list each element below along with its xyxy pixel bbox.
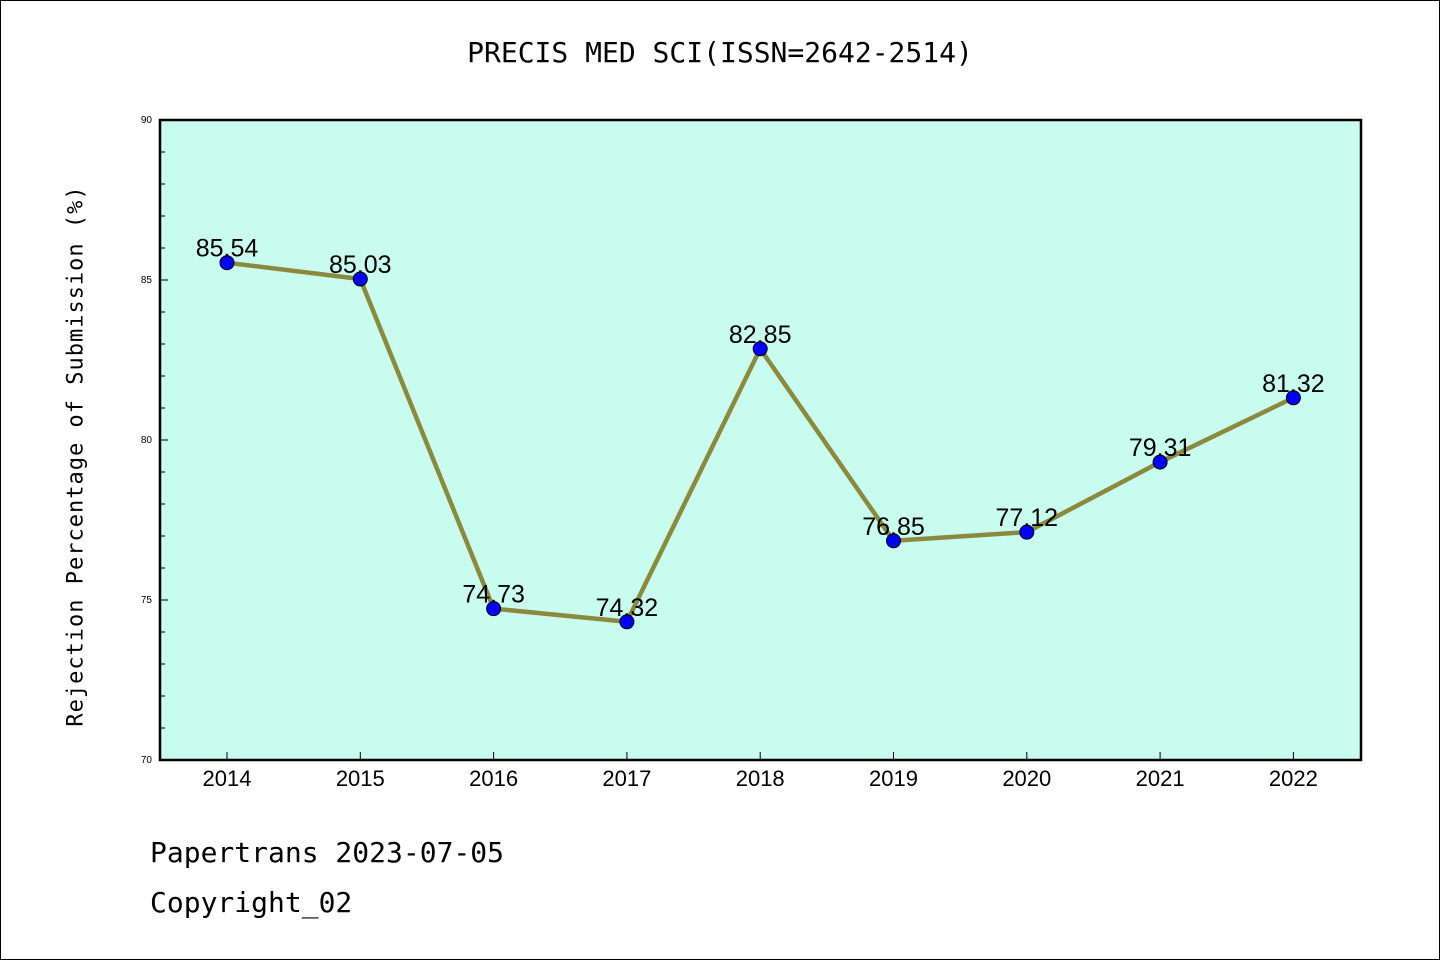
plot-area <box>158 118 1363 762</box>
x-tick-label: 2021 <box>1136 766 1185 791</box>
y-tick-label: 80 <box>141 435 153 446</box>
data-label: 77.12 <box>996 504 1059 532</box>
data-label: 82.85 <box>729 321 792 349</box>
y-tick-label: 70 <box>141 755 153 766</box>
data-labels: 85.54 85.03 74.73 74.32 82.85 76.85 77.12 79.31… <box>196 235 1325 622</box>
x-tick-label: 2022 <box>1269 766 1318 791</box>
y-tick-label: 75 <box>141 595 153 606</box>
data-point <box>886 533 901 549</box>
data-label: 85.54 <box>196 235 259 263</box>
data-label: 79.31 <box>1129 434 1192 462</box>
footer-source: Papertrans 2023-07-05 <box>150 836 505 869</box>
data-label: 74.32 <box>596 594 659 622</box>
data-point <box>219 255 235 271</box>
y-axis: 70 75 80 85 90 <box>141 115 168 766</box>
data-point <box>1152 454 1168 470</box>
x-tick-label: 2019 <box>869 766 918 791</box>
data-point <box>352 271 368 287</box>
data-label: 74.73 <box>462 581 525 609</box>
footer-copyright: Copyright_02 <box>150 886 353 919</box>
y-tick-label: 85 <box>141 275 153 286</box>
x-tick-label: 2016 <box>469 766 518 791</box>
x-tick-label: 2018 <box>736 766 785 791</box>
data-label: 76.85 <box>862 513 925 541</box>
y-tick-label: 90 <box>141 115 153 126</box>
x-axis: 2014 2015 2016 2017 2018 2019 2020 2021 2022 <box>203 752 1318 791</box>
x-tick-label: 2020 <box>1002 766 1051 791</box>
data-markers <box>219 255 1301 630</box>
data-point <box>619 614 635 630</box>
x-tick-label: 2017 <box>602 766 651 791</box>
x-tick-label: 2015 <box>336 766 385 791</box>
data-label: 81.32 <box>1262 370 1325 398</box>
x-tick-label: 2014 <box>203 766 252 791</box>
data-point <box>752 341 768 357</box>
data-point <box>1285 390 1301 406</box>
chart-title: PRECIS MED SCI(ISSN=2642-2514) <box>467 36 973 69</box>
data-point <box>1019 524 1035 540</box>
data-label: 85.03 <box>329 251 392 279</box>
data-point <box>486 601 502 617</box>
